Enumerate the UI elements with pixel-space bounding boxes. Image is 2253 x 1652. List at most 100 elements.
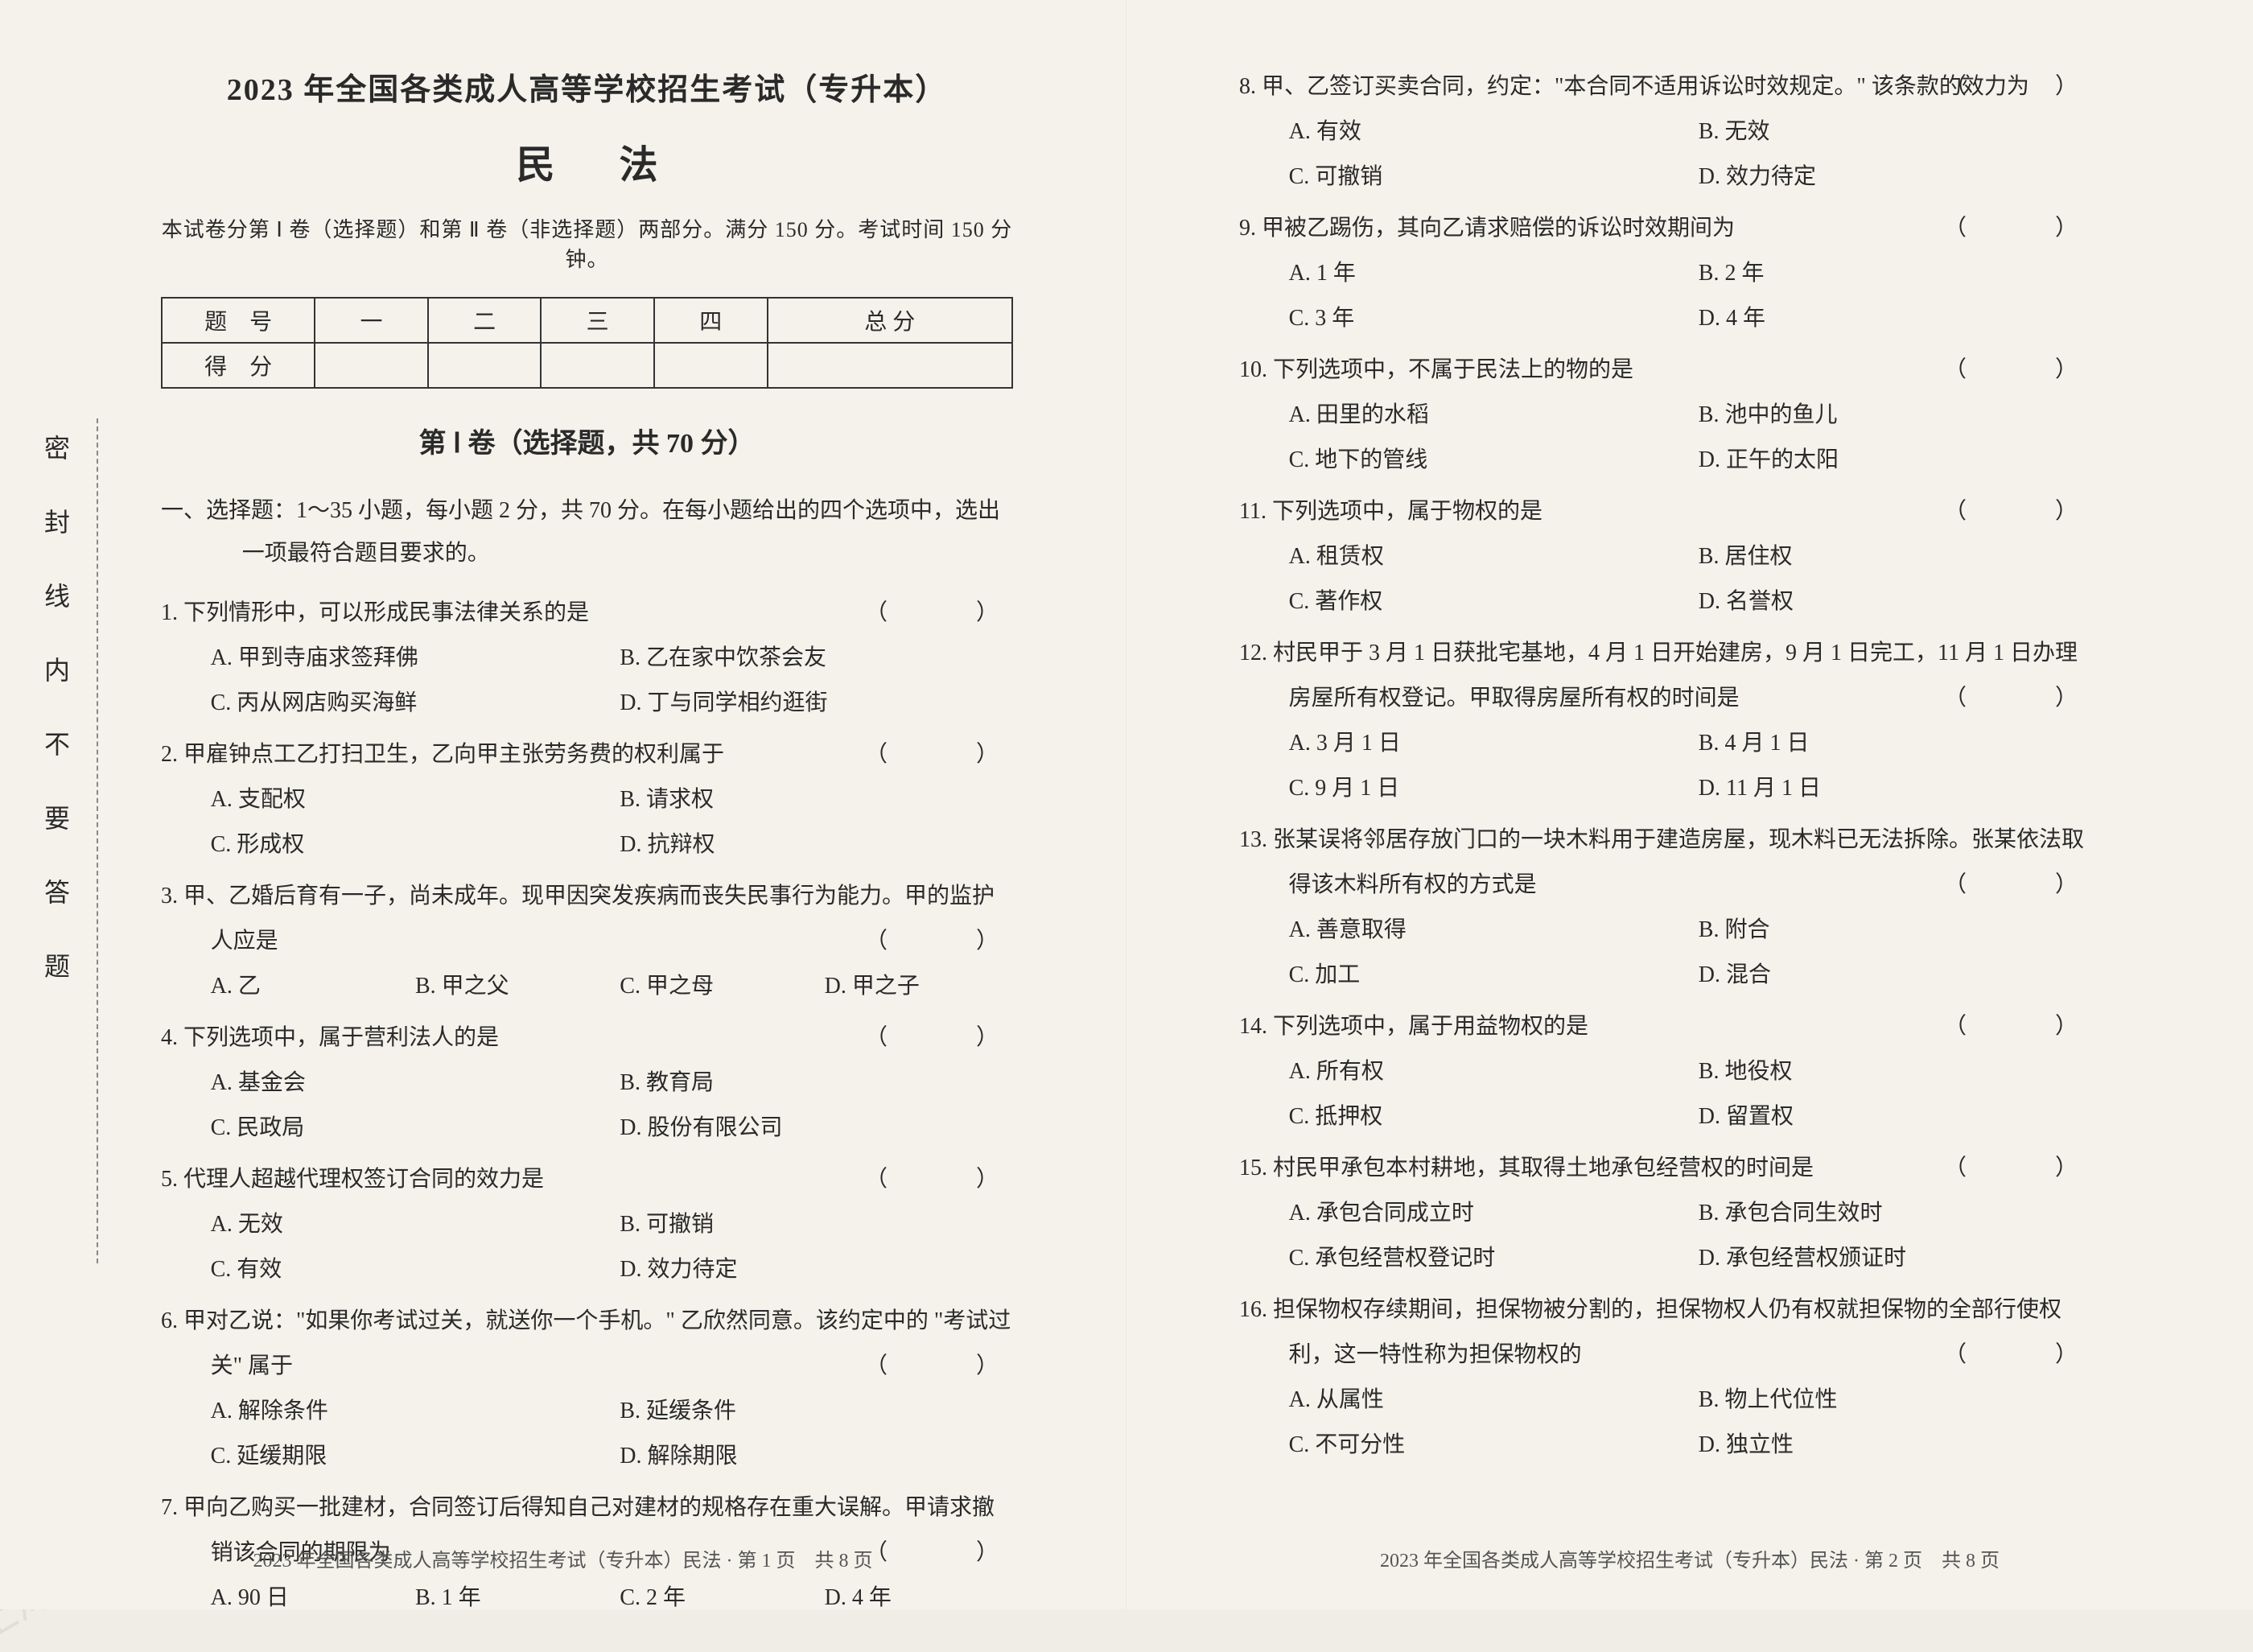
question-stem: 5. 代理人超越代理权签订合同的效力是（ ） [161, 1157, 1013, 1202]
option: B. 地役权 [1699, 1049, 2092, 1094]
question-options: A. 基金会B. 教育局C. 民政局D. 股份有限公司 [161, 1061, 1013, 1151]
score-table-header: 一 [315, 298, 428, 343]
section-instructions: 一、选择题：1～35 小题，每小题 2 分，共 70 分。在每小题给出的四个选项… [161, 489, 1013, 575]
option: C. 有效 [211, 1247, 604, 1292]
option: C. 3 年 [1289, 296, 1683, 341]
question-stem: 1. 下列情形中，可以形成民事法律关系的是（ ） [161, 591, 1013, 636]
option: B. 教育局 [620, 1061, 1013, 1106]
answer-blank: （ ） [915, 732, 1013, 777]
option: A. 3 月 1 日 [1289, 721, 1683, 766]
option: B. 请求权 [620, 777, 1013, 822]
option: A. 租赁权 [1289, 534, 1683, 579]
option: B. 物上代位性 [1699, 1378, 2092, 1423]
option: B. 承包合同生效时 [1699, 1191, 2092, 1236]
option: B. 4 月 1 日 [1699, 721, 2092, 766]
question-stem: 9. 甲被乙踢伤，其向乙请求赔偿的诉讼时效期间为（ ） [1239, 206, 2092, 251]
question: 9. 甲被乙踢伤，其向乙请求赔偿的诉讼时效期间为（ ）A. 1 年B. 2 年C… [1239, 206, 2092, 341]
score-table-header: 三 [541, 298, 654, 343]
option: C. 延缓期限 [211, 1434, 604, 1479]
exam-subject: 民法 [161, 133, 1013, 189]
question-stem: 8. 甲、乙签订买卖合同，约定："本合同不适用诉讼时效规定。" 该条款的效力为（… [1239, 64, 2092, 109]
page-footer-1: 2023 年全国各类成人高等学校招生考试（专升本）民法 · 第 1 页 共 8 … [0, 1544, 1126, 1572]
option: D. 甲之子 [825, 964, 1013, 1009]
question-options: A. 乙 B. 甲之父 C. 甲之母 D. 甲之子 [161, 964, 1013, 1009]
option: A. 90 日 [211, 1576, 399, 1621]
binding-margin-text: 密封线内不要答题 [48, 435, 74, 1027]
question-options: A. 无效 B. 可撤销 C. 有效 D. 效力待定 [161, 1202, 1013, 1292]
exam-main-title: 2023 年全国各类成人高等学校招生考试（专升本） [161, 64, 1013, 109]
question: 11. 下列选项中，属于物权的是（ ）A. 租赁权B. 居住权C. 著作权D. … [1239, 489, 2092, 624]
answer-blank: （ ） [1994, 348, 2092, 393]
option: D. 丁与同学相约逛街 [620, 681, 1013, 726]
option: D. 独立性 [1699, 1423, 2092, 1468]
question-stem: 2. 甲雇钟点工乙打扫卫生，乙向甲主张劳务费的权利属于（ ） [161, 732, 1013, 777]
score-table-header: 总 分 [768, 298, 1013, 343]
option: D. 承包经营权颁证时 [1699, 1236, 2092, 1281]
answer-blank: （ ） [1994, 1004, 2092, 1049]
question-stem: 13. 张某误将邻居存放门口的一块木料用于建造房屋，现木料已无法拆除。张某依法取… [1239, 818, 2092, 908]
option: C. 抵押权 [1289, 1094, 1683, 1139]
option: C. 地下的管线 [1289, 438, 1683, 483]
option: D. 11 月 1 日 [1699, 766, 2092, 811]
option: B. 1 年 [415, 1576, 603, 1621]
score-table-cell [428, 343, 542, 388]
question: 1. 下列情形中，可以形成民事法律关系的是（ ）A. 甲到寺庙求签拜佛 B. 乙在… [161, 591, 1013, 726]
option: D. 4 年 [1699, 296, 2092, 341]
option: C. 形成权 [211, 822, 604, 867]
option: B. 甲之父 [415, 964, 603, 1009]
score-table-header: 四 [654, 298, 768, 343]
option: D. 4 年 [825, 1576, 1013, 1621]
option: D. 解除期限 [620, 1434, 1013, 1479]
question-options: A. 田里的水稻B. 池中的鱼儿C. 地下的管线D. 正午的太阳 [1239, 393, 2092, 483]
question-options: A. 善意取得B. 附合C. 加工D. 混合 [1239, 908, 2092, 998]
answer-blank: （ ） [915, 1344, 1013, 1389]
option: A. 无效 [211, 1202, 604, 1247]
option: B. 延缓条件 [620, 1389, 1013, 1434]
question: 5. 代理人超越代理权签订合同的效力是（ ）A. 无效 B. 可撤销 C. 有效 D.… [161, 1157, 1013, 1292]
option: D. 留置权 [1699, 1094, 2092, 1139]
option: C. 丙从网店购买海鲜 [211, 681, 604, 726]
option: A. 所有权 [1289, 1049, 1683, 1094]
option: A. 基金会 [211, 1061, 604, 1106]
option: C. 不可分性 [1289, 1423, 1683, 1468]
option: A. 解除条件 [211, 1389, 604, 1434]
option: D. 名誉权 [1699, 579, 2092, 624]
option: B. 可撤销 [620, 1202, 1013, 1247]
option: B. 乙在家中饮茶会友 [620, 636, 1013, 681]
option: C. 2 年 [620, 1576, 808, 1621]
question-options: A. 支配权B. 请求权C. 形成权D. 抗辩权 [161, 777, 1013, 867]
question: 6. 甲对乙说："如果你考试过关，就送你一个手机。" 乙欣然同意。该约定中的 "… [161, 1299, 1013, 1479]
option: A. 甲到寺庙求签拜佛 [211, 636, 604, 681]
question: 16. 担保物权存续期间，担保物被分割的，担保物权人仍有权就担保物的全部行使权利… [1239, 1287, 2092, 1468]
score-table: 题 号 一 二 三 四 总 分 得 分 [161, 297, 1013, 389]
question-stem: 10. 下列选项中，不属于民法上的物的是（ ） [1239, 348, 2092, 393]
question-options: A. 所有权 B. 地役权 C. 抵押权 D. 留置权 [1239, 1049, 2092, 1139]
exam-note: 本试卷分第 Ⅰ 卷（选择题）和第 Ⅱ 卷（非选择题）两部分。满分 150 分。考… [161, 213, 1013, 273]
question-stem: 16. 担保物权存续期间，担保物被分割的，担保物权人仍有权就担保物的全部行使权利… [1239, 1287, 2092, 1378]
option: A. 乙 [211, 964, 399, 1009]
score-table-cell [768, 343, 1013, 388]
questions-left-container: 1. 下列情形中，可以形成民事法律关系的是（ ）A. 甲到寺庙求签拜佛 B. 乙在… [161, 591, 1013, 1621]
question: 12. 村民甲于 3 月 1 日获批宅基地，4 月 1 日开始建房，9 月 1 … [1239, 631, 2092, 811]
question-stem: 12. 村民甲于 3 月 1 日获批宅基地，4 月 1 日开始建房，9 月 1 … [1239, 631, 2092, 721]
option: C. 甲之母 [620, 964, 808, 1009]
option: A. 1 年 [1289, 251, 1683, 296]
score-table-label: 得 分 [162, 343, 315, 388]
score-table-cell [654, 343, 768, 388]
score-table-header: 二 [428, 298, 542, 343]
question-options: A. 承包合同成立时B. 承包合同生效时C. 承包经营权登记时D. 承包经营权颁… [1239, 1191, 2092, 1281]
table-row: 题 号 一 二 三 四 总 分 [162, 298, 1012, 343]
option: C. 加工 [1289, 953, 1683, 998]
exam-sheet: 上海成人高考网www.shck.sh.cn 上海成人高考网www.shck.sh… [0, 0, 2253, 1609]
question-options: A. 从属性B. 物上代位性C. 不可分性D. 独立性 [1239, 1378, 2092, 1468]
score-table-cell [541, 343, 654, 388]
score-table-header: 题 号 [162, 298, 315, 343]
answer-blank: （ ） [1994, 206, 2092, 251]
option: A. 田里的水稻 [1289, 393, 1683, 438]
page-1: 密封线内不要答题 2023 年全国各类成人高等学校招生考试（专升本） 民法 本试… [0, 0, 1126, 1609]
question: 8. 甲、乙签订买卖合同，约定："本合同不适用诉讼时效规定。" 该条款的效力为（… [1239, 64, 2092, 200]
option: D. 效力待定 [620, 1247, 1013, 1292]
option: B. 池中的鱼儿 [1699, 393, 2092, 438]
page-footer-2: 2023 年全国各类成人高等学校招生考试（专升本）民法 · 第 2 页 共 8 … [1126, 1544, 2253, 1572]
option: A. 支配权 [211, 777, 604, 822]
